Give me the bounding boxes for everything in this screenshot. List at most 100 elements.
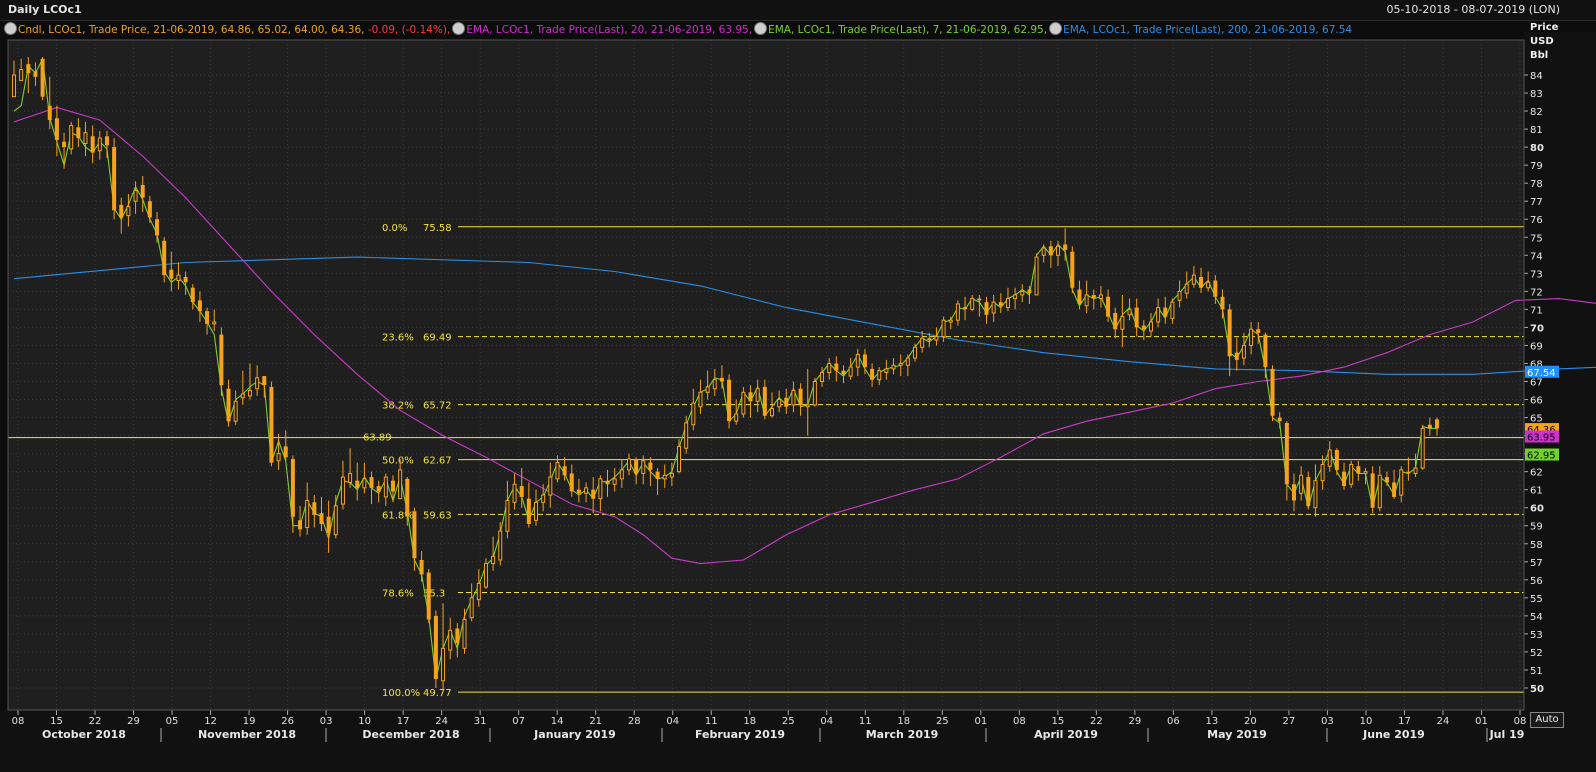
candle-body-up [1184,283,1189,294]
series-settings-icon[interactable] [4,22,17,35]
candle-body-up [1377,474,1382,509]
legend-ema7[interactable]: EMA, LCOc1, Trade Price(Last), 7, 21-06-… [754,22,1047,36]
price-tag [1525,448,1559,461]
candle-body-up [276,453,281,462]
y-tick-label: 83 [1530,89,1543,100]
fib-level-label: 50.0% [382,456,414,467]
y-tick-label: 74 [1530,251,1543,262]
fib-price-label: 59.63 [423,510,452,521]
candle-body-down [1141,325,1146,330]
fib-price-label: 65.72 [423,401,452,412]
candle-body-up [877,370,882,381]
y-tick-label: 82 [1530,107,1543,118]
x-tick-label: 29 [1129,716,1142,727]
candle-body-down [1134,307,1139,328]
candle-body-up [12,74,16,98]
candle-body-down [1077,289,1082,304]
candle-body-up [1127,308,1132,316]
candle-body-up [462,618,467,649]
fib-price-label: 55.3 [423,588,445,599]
candle-body-down [1342,471,1347,487]
candle-body-down [326,516,331,533]
x-tick-label: 15 [50,716,63,727]
candle-body-down [1263,334,1268,368]
candle-body-up [240,393,245,399]
ema200-line [13,256,1596,375]
candle-body-up [698,391,703,408]
candle-body-up [247,390,252,397]
fib-price-label: 62.67 [423,456,452,467]
x-tick-label: 12 [204,716,217,727]
series-settings-icon[interactable] [1049,22,1063,35]
y-tick-label: 77 [1530,197,1543,208]
x-month-label: January 2019 [533,728,616,741]
x-tick-label: 01 [974,716,987,727]
series-settings-icon[interactable] [452,22,466,35]
candle-body-up [777,399,782,408]
candle-body-down [1291,484,1296,501]
price-tag-label: 63.95 [1527,432,1556,443]
legend-ema20[interactable]: EMA, LCOc1, Trade Price(Last), 20, 21-06… [452,22,752,36]
candle-body-up [541,494,546,503]
candle-body-up [1399,469,1404,496]
candle-body-up [212,321,217,325]
x-tick-label: 17 [397,716,410,727]
legend-ema200-text: EMA, LCOc1, Trade Price(Last), 200, 21-0… [1063,24,1353,36]
y-tick-label: 57 [1530,558,1543,569]
candle-body-up [1084,294,1089,307]
candle-body-down [605,480,610,485]
candle-body-up [769,408,774,417]
candle-body-down [870,368,875,380]
candle-body-up [133,189,138,202]
x-month-label: June 2019 [1362,728,1425,741]
legend-ema7-text: EMA, LCOc1, Trade Price(Last), 7, 21-06-… [768,24,1048,36]
x-tick-label: 26 [281,716,294,727]
candle-body-down [426,572,431,620]
auto-scale-button[interactable]: Auto [1530,712,1564,728]
candle-body-down [719,377,724,382]
candle-body-down [576,489,581,494]
y-tick-label: 72 [1530,287,1543,298]
x-month-label: May 2019 [1207,728,1267,741]
candle-body-down [355,480,360,488]
candle-body-up [812,381,817,406]
candle-body-up [755,388,760,402]
x-tick-label: 29 [127,716,140,727]
candle-body-down [290,459,295,517]
candle-body-up [126,206,131,217]
candle-body-up [1005,298,1010,309]
fib-price-label: 75.58 [423,223,452,234]
candle-body-down [26,64,31,74]
legend-candle[interactable]: Cndl, LCOc1, Trade Price, 21-06-2019, 64… [4,22,450,36]
candle-body-down [648,462,653,470]
candle-body-up [483,563,488,588]
candle-body-up [820,371,825,382]
x-tick-label: 11 [705,716,718,727]
x-tick-label: 22 [89,716,102,727]
fib-level-label: 61.8% [382,510,414,521]
x-month-label: April 2019 [1034,728,1098,741]
x-tick-label: 03 [1321,716,1334,727]
candle-body-up [69,124,74,150]
fibonacci-group: 0.0% 75.58 23.6% 69.49 38.2% 65.72 50.0% 62.67 6… [382,223,1524,699]
candle-body-up [1420,427,1425,469]
x-month-label: February 2019 [695,728,785,741]
candle-body-up [626,458,631,471]
x-tick-label: 10 [1360,716,1373,727]
y-tick-label: 80 [1530,143,1544,154]
x-month-label: December 2018 [362,728,459,741]
y-tick-label: 62 [1530,468,1543,479]
candle-body-down [977,298,982,301]
candle-body-down [112,147,117,211]
candle-body-up [19,69,24,81]
candle-body-up [948,319,953,323]
y-tick-label: 76 [1530,215,1543,226]
price-tag [1525,365,1559,378]
series-settings-icon[interactable] [754,22,768,35]
candle-body-down [390,480,395,492]
candle-body-up [1098,294,1103,300]
candle-body-down [1356,466,1361,474]
legend-ema200[interactable]: EMA, LCOc1, Trade Price(Last), 200, 21-0… [1049,22,1352,36]
candle-body-down [1048,246,1053,256]
